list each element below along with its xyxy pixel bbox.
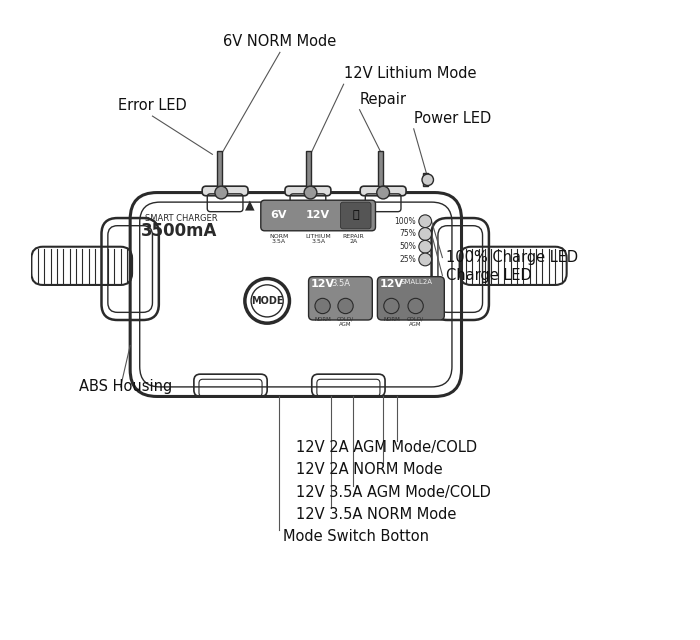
Text: 3.5A: 3.5A: [332, 279, 351, 288]
FancyBboxPatch shape: [340, 202, 371, 229]
Text: 25%: 25%: [400, 255, 416, 264]
Text: 75%: 75%: [400, 230, 416, 239]
Text: ▲: ▲: [244, 199, 254, 212]
Circle shape: [315, 298, 330, 314]
Circle shape: [304, 186, 317, 199]
Circle shape: [215, 186, 228, 199]
Text: 12V 3.5A NORM Mode: 12V 3.5A NORM Mode: [296, 507, 456, 522]
Circle shape: [408, 298, 424, 314]
Text: MODE: MODE: [251, 296, 284, 306]
FancyBboxPatch shape: [360, 186, 406, 196]
Text: NORM: NORM: [314, 317, 331, 322]
Text: Error LED: Error LED: [118, 98, 187, 113]
Text: 12V Lithium Mode: 12V Lithium Mode: [344, 66, 476, 81]
Text: NORM: NORM: [383, 317, 400, 322]
Text: 🔧: 🔧: [352, 211, 359, 221]
Text: LITHIUM
3.5A: LITHIUM 3.5A: [305, 234, 331, 244]
Text: NORM
3.5A: NORM 3.5A: [269, 234, 288, 244]
Text: Repair: Repair: [360, 92, 407, 106]
Text: 3500mA: 3500mA: [141, 222, 218, 240]
Text: ABS Housing: ABS Housing: [79, 380, 172, 394]
FancyBboxPatch shape: [261, 200, 375, 231]
Text: 100% Charge LED: 100% Charge LED: [446, 250, 578, 265]
Text: 12V: 12V: [311, 279, 335, 289]
FancyBboxPatch shape: [309, 276, 372, 320]
Text: REPAIR
2A: REPAIR 2A: [342, 234, 364, 244]
Text: COLD/
AGM: COLD/ AGM: [337, 317, 354, 327]
Text: Charge LED: Charge LED: [446, 268, 531, 283]
Text: 12V 3.5A AGM Mode/COLD: 12V 3.5A AGM Mode/COLD: [296, 484, 491, 500]
Text: 12V 2A AGM Mode/COLD: 12V 2A AGM Mode/COLD: [296, 440, 477, 455]
Text: Mode Switch Botton: Mode Switch Botton: [283, 529, 429, 544]
Circle shape: [419, 241, 432, 253]
Bar: [217, 151, 222, 186]
Circle shape: [338, 298, 354, 314]
Circle shape: [377, 186, 389, 199]
Bar: [378, 151, 383, 186]
FancyBboxPatch shape: [202, 186, 248, 196]
FancyBboxPatch shape: [285, 186, 331, 196]
Circle shape: [384, 298, 399, 314]
Text: 6V: 6V: [270, 211, 287, 221]
Text: COLD/
AGM: COLD/ AGM: [407, 317, 424, 327]
Text: SMART CHARGER: SMART CHARGER: [145, 214, 218, 223]
Circle shape: [419, 228, 432, 241]
Text: 100%: 100%: [395, 217, 416, 226]
Text: Power LED: Power LED: [414, 111, 491, 125]
Text: 12V 2A NORM Mode: 12V 2A NORM Mode: [296, 462, 442, 477]
Text: 50%: 50%: [400, 242, 416, 252]
Bar: [306, 151, 311, 186]
Circle shape: [422, 174, 433, 186]
Bar: [423, 173, 428, 186]
Text: 12V: 12V: [306, 211, 330, 221]
Text: SMALL2A: SMALL2A: [400, 279, 433, 285]
FancyBboxPatch shape: [377, 276, 444, 320]
Circle shape: [419, 253, 432, 266]
Text: 12V: 12V: [380, 279, 404, 289]
Text: 6V NORM Mode: 6V NORM Mode: [223, 34, 337, 49]
Circle shape: [419, 215, 432, 228]
